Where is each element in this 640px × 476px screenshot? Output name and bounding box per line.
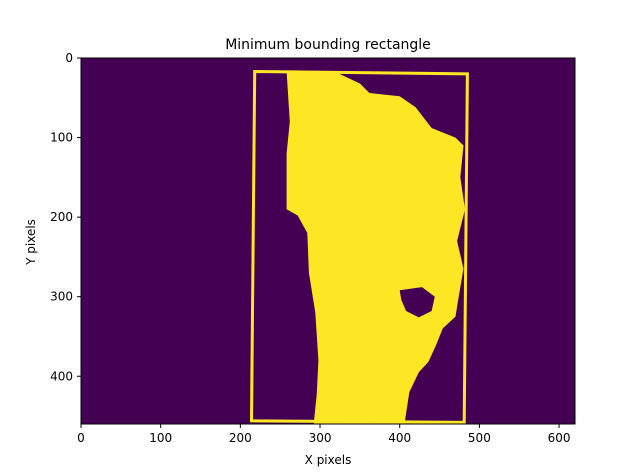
x-tick-label: 0 [77,431,85,445]
plot-area [80,57,576,425]
chart-title: Minimum bounding rectangle [225,37,431,53]
y-tick-label: 300 [50,290,73,304]
x-tick-label: 500 [468,431,491,445]
x-tick-label: 400 [388,431,411,445]
y-tick-label: 0 [65,51,73,65]
bounding-rectangle [249,69,469,424]
plot-frame [80,57,576,425]
y-tick-label: 400 [50,369,73,383]
x-tick-label: 300 [309,431,332,445]
y-tick-label: 100 [50,131,73,145]
y-tick-label: 200 [50,210,73,224]
x-tick-label: 600 [548,431,571,445]
x-tick-label: 200 [229,431,252,445]
foreground-mask-region [286,71,465,424]
x-tick-label: 100 [149,431,172,445]
y-axis-label: Y pixels [24,219,38,266]
x-axis-ticks: 0 100 200 300 400 500 600 [77,424,571,445]
mask-hole-region [399,287,435,318]
y-axis-ticks: 0 100 200 300 400 [50,51,81,383]
x-axis-label: X pixels [305,453,352,467]
